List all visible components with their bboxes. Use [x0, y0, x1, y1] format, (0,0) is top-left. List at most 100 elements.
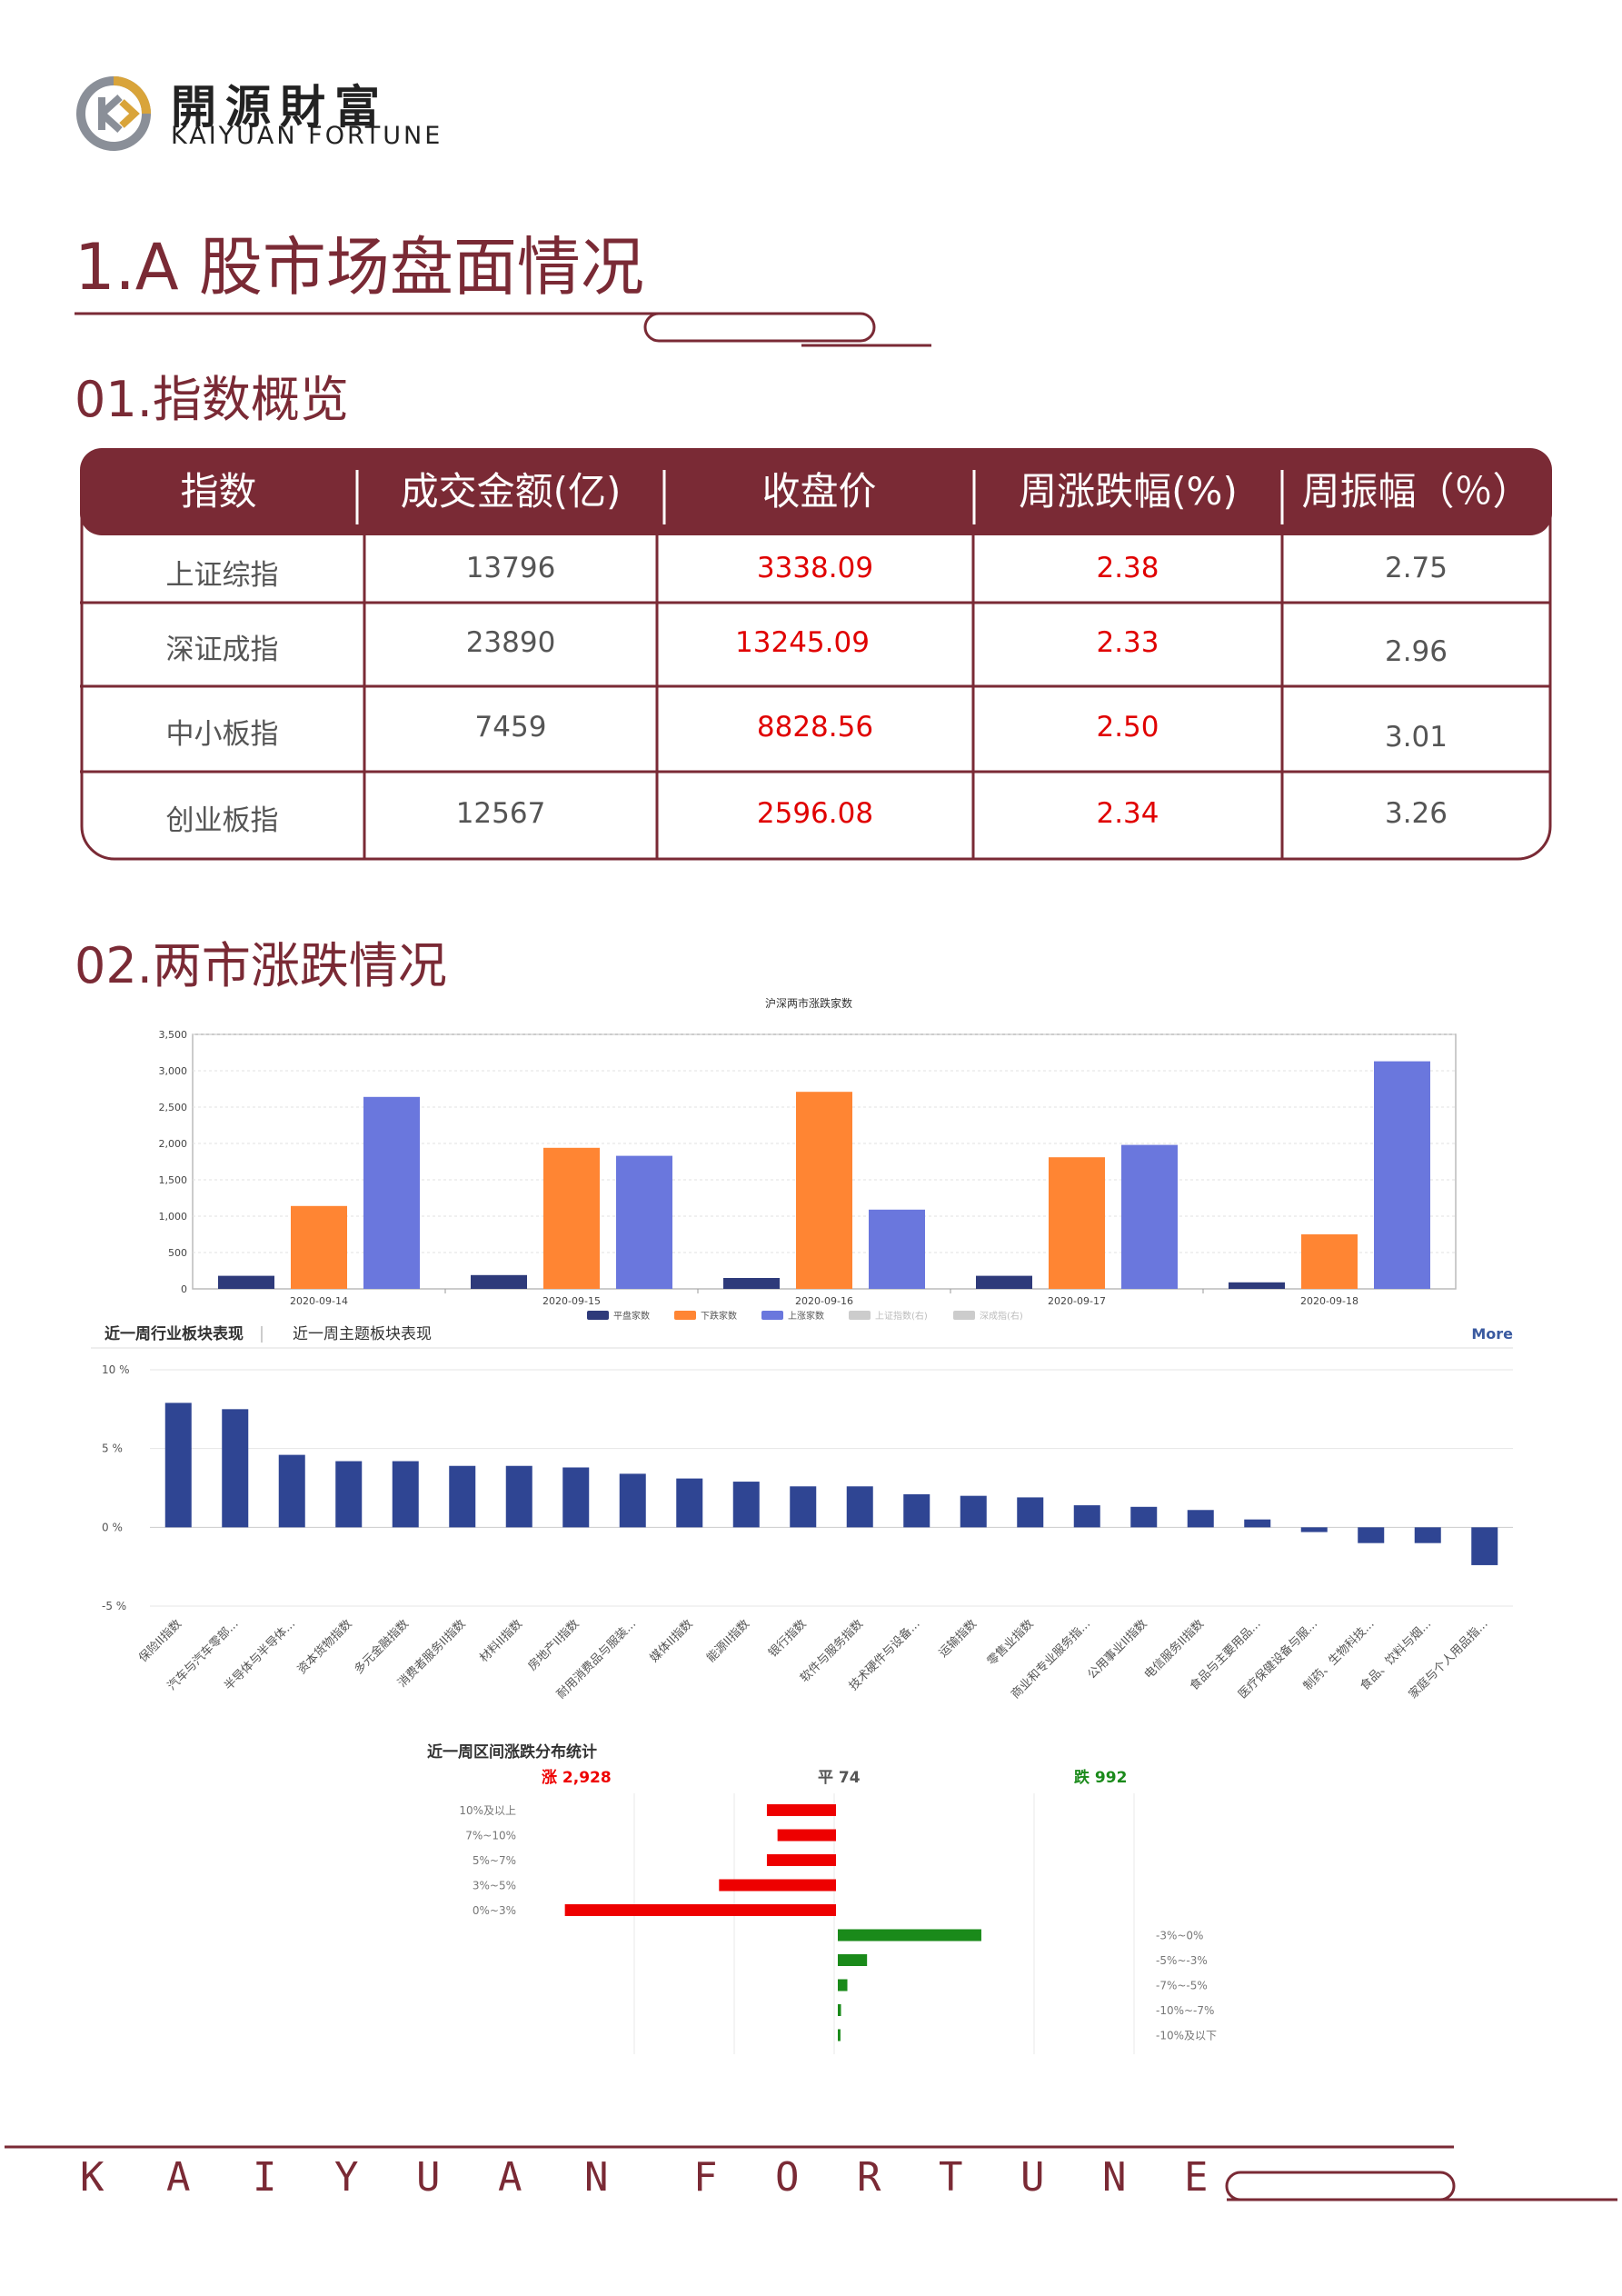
bar [790, 1486, 817, 1528]
category-label: 3%~5% [473, 1880, 516, 1892]
tab-industry: 近一周行业板块表现 [104, 1324, 244, 1343]
bar [732, 1482, 760, 1528]
footer-letter: I [253, 2154, 277, 2201]
column-header: 周涨跌幅(%) [1019, 469, 1238, 514]
x-tick-label: 电信服务II指数 [1141, 1617, 1207, 1682]
up-count: 涨 2,928 [542, 1769, 612, 1787]
bar [1229, 1282, 1285, 1289]
category-label: -7%~-5% [1156, 1980, 1208, 1992]
bar [1017, 1497, 1044, 1528]
bar [222, 1409, 249, 1528]
footer-letter: N [1102, 2154, 1127, 2201]
legend-entry: 上涨家数 [788, 1310, 824, 1322]
bar [846, 1486, 873, 1528]
table-cell-amount: 13796 [465, 552, 556, 584]
y-tick-label: 1,000 [159, 1211, 188, 1223]
section-title-underline [75, 312, 931, 347]
x-tick-label: 多元金融指数 [352, 1617, 412, 1677]
category-label: -10%~-7% [1156, 2004, 1214, 2017]
category-label: -5%~-3% [1156, 1954, 1208, 1967]
bar [838, 2029, 841, 2041]
footer-letter: A [166, 2154, 191, 2201]
column-header: 收盘价 [761, 469, 877, 514]
flat-count: 平 74 [818, 1769, 861, 1787]
y-tick-label: 2,500 [159, 1102, 188, 1113]
bar [616, 1155, 672, 1289]
column-header: 指数 [180, 469, 257, 514]
footer-letter: U [416, 2154, 441, 2201]
y-tick-label: 5 % [102, 1442, 123, 1455]
bar [449, 1465, 476, 1528]
x-tick-label: 银行指数 [766, 1617, 809, 1660]
footer-letter: U [1020, 2154, 1045, 2201]
section-title: 1.A 股市场盘面情况 [75, 230, 644, 304]
table-cell-weekly-change: 2.50 [1096, 711, 1159, 744]
market-title: 02.两市涨跌情况 [75, 937, 447, 994]
bar [363, 1096, 420, 1289]
index-overview-table: 指数 成交金额(亿) 收盘价 周涨跌幅(%) 周振幅（％） 上证综指 13796… [80, 448, 1552, 863]
y-tick-label: -5 % [102, 1600, 126, 1612]
footer-letter: N [584, 2154, 609, 2201]
bar [838, 2004, 841, 2016]
legend-entry: 深成指(右) [980, 1310, 1023, 1322]
legend-entry: 上证指数(右) [875, 1310, 928, 1322]
y-tick-label: 1,500 [159, 1174, 188, 1186]
table-cell-index-name: 创业板指 [165, 804, 279, 837]
bar [1471, 1527, 1498, 1565]
table-cell-amplitude: 3.01 [1384, 721, 1448, 754]
table-cell-close: 13245.09 [735, 626, 870, 659]
bar [218, 1275, 274, 1289]
table-cell-amount: 7459 [474, 711, 547, 744]
bar [838, 1979, 848, 1992]
x-tick-label: 2020-09-14 [290, 1295, 348, 1307]
category-label: 10%及以上 [459, 1804, 516, 1817]
bar [796, 1092, 852, 1289]
brand-name-en: KAIYUAN FORTUNE [171, 122, 443, 150]
bar [164, 1403, 192, 1528]
category-label: 7%~10% [465, 1830, 516, 1842]
bar [1121, 1144, 1178, 1289]
x-tick-label: 资本货物指数 [294, 1617, 354, 1677]
tab-theme: 近一周主题板块表现 [293, 1325, 432, 1343]
y-tick-label: 500 [168, 1247, 187, 1259]
chart-title: 沪深两市涨跌家数 [765, 996, 852, 1010]
y-tick-label: 10 % [102, 1363, 130, 1376]
bar [976, 1275, 1032, 1289]
more-link[interactable]: More [1471, 1325, 1513, 1343]
table-cell-amount: 12567 [455, 797, 546, 830]
category-label: -3%~0% [1156, 1930, 1203, 1942]
bar [1414, 1527, 1441, 1543]
x-tick-label: 媒体II指数 [648, 1617, 696, 1665]
bar [1300, 1527, 1328, 1532]
footer-letter: T [939, 2154, 963, 2201]
legend-swatch [761, 1311, 783, 1320]
overview-title: 01.指数概览 [75, 371, 349, 428]
table-cell-close: 3338.09 [756, 552, 874, 584]
table-cell-weekly-change: 2.38 [1096, 552, 1159, 584]
x-tick-label: 能源II指数 [704, 1617, 752, 1665]
bar [1073, 1505, 1100, 1528]
legend-swatch [587, 1311, 609, 1320]
bar [960, 1495, 987, 1528]
table-cell-amplitude: 2.96 [1384, 635, 1448, 668]
y-tick-label: 0 % [102, 1521, 123, 1533]
table-cell-index-name: 深证成指 [165, 634, 279, 666]
bar [723, 1278, 780, 1289]
table-cell-close: 2596.08 [756, 797, 874, 830]
table-cell-close: 8828.56 [756, 711, 874, 744]
table-cell-index-name: 中小板指 [165, 718, 279, 751]
legend-swatch [953, 1311, 975, 1320]
footer-letter: F [693, 2154, 718, 2201]
footer-letter: R [857, 2154, 881, 2201]
legend-entry: 平盘家数 [613, 1310, 650, 1322]
table-cell-amplitude: 3.26 [1384, 797, 1448, 830]
x-tick-label: 保险II指数 [136, 1617, 184, 1665]
x-tick-label: 2020-09-15 [542, 1295, 601, 1307]
table-cell-amplitude: 2.75 [1384, 552, 1448, 584]
bar [869, 1209, 925, 1289]
advance-decline-chart: 沪深两市涨跌家数 0 500 1,000 1,500 2,000 2,500 3,000 3,5… [159, 996, 1457, 1322]
brand-name-cn: 開源財富 [171, 81, 389, 134]
bar [719, 1879, 836, 1892]
footer-letter: K [80, 2154, 104, 2201]
